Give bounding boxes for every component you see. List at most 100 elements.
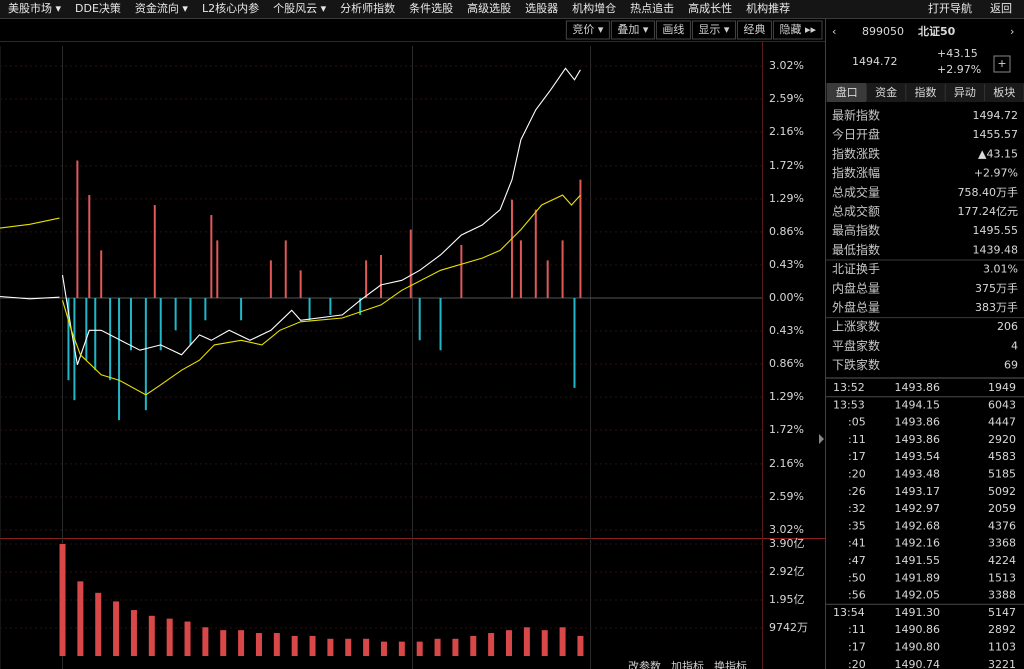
collapse-handle[interactable] <box>819 434 824 444</box>
stat-value: 375万手 <box>975 281 1018 295</box>
menu-item[interactable]: 返回 <box>990 2 1012 15</box>
trade-time: :05 <box>848 416 866 429</box>
trade-price: 1492.68 <box>895 519 941 532</box>
toolbar-frame <box>610 20 655 40</box>
y-tick-label: 0.86% <box>769 357 804 370</box>
tab[interactable]: 异动 <box>954 86 976 99</box>
menu-item[interactable]: 热点追击 <box>630 1 674 15</box>
force-bar <box>359 298 362 315</box>
volume-bar <box>220 630 227 656</box>
menu-item[interactable]: 资金流向 ▾ <box>135 1 188 15</box>
volume-bar <box>130 610 137 656</box>
tab[interactable]: 指数 <box>915 85 937 99</box>
tab[interactable]: 板块 <box>993 85 1015 99</box>
trade-volume: 3368 <box>988 537 1016 550</box>
y-tick-label: 1.29% <box>769 390 804 403</box>
trade-time: :17 <box>848 641 866 654</box>
volume-bar <box>309 635 316 656</box>
volume-bar <box>363 638 370 656</box>
stat-label: 总成交量 <box>832 184 880 199</box>
tab-active <box>827 83 866 102</box>
tab[interactable]: 盘口 <box>836 85 858 99</box>
add-button[interactable] <box>993 55 1011 73</box>
y-tick-label: 3.90亿 <box>769 537 805 550</box>
stock-code: 899050 <box>862 25 904 38</box>
menu-item[interactable]: 选股器 <box>525 2 558 15</box>
menu-item[interactable]: 打开导航 <box>928 1 972 15</box>
trade-price: 1493.86 <box>895 416 941 429</box>
toolbar-button[interactable]: 叠加 ▾ <box>617 23 648 36</box>
volume-bar <box>470 635 477 656</box>
trade-time: :11 <box>848 623 866 636</box>
force-bar <box>94 298 97 371</box>
force-bar <box>88 195 91 298</box>
indicator-button[interactable]: 加指标 <box>671 659 704 669</box>
volume-bar <box>59 544 66 656</box>
menu-item[interactable]: 机构推荐 <box>746 1 790 15</box>
menu-item[interactable]: 机构增仓 <box>572 1 616 15</box>
trade-volume: 1103 <box>988 641 1016 654</box>
stat-value: 206 <box>997 320 1018 333</box>
y-tick-label: 1.29% <box>769 192 804 205</box>
y-tick-label: 2.16% <box>769 125 804 138</box>
volume-bar <box>434 638 441 656</box>
menu-item[interactable]: DDE决策 <box>75 1 121 15</box>
y-tick-label: 9742万 <box>769 621 808 634</box>
toolbar-button[interactable]: 经典 <box>743 22 765 36</box>
indicator-button[interactable]: 换指标 <box>714 659 747 669</box>
stat-label: 平盘家数 <box>832 338 880 353</box>
menu-item[interactable]: 个股风云 ▾ <box>273 2 326 15</box>
trade-price: 1490.80 <box>895 641 941 654</box>
force-bar <box>159 298 162 351</box>
volume-bar <box>380 641 387 656</box>
toolbar-button[interactable]: 画线 <box>662 22 684 36</box>
y-tick-label: 0.43% <box>769 324 804 337</box>
toolbar-button[interactable]: 竞价 ▾ <box>572 22 603 36</box>
menu-item[interactable]: L2核心内参 <box>202 1 259 15</box>
force-bar <box>216 240 219 298</box>
stat-value: 69 <box>1004 359 1018 372</box>
trade-time: 13:52 <box>833 381 865 394</box>
menu-item[interactable]: 美股市场 ▾ <box>8 1 61 15</box>
force-bar <box>240 298 243 321</box>
trade-price: 1490.86 <box>895 623 941 636</box>
force-bar <box>76 160 79 298</box>
menu-item[interactable]: 高级选股 <box>467 1 511 15</box>
trade-volume: 3221 <box>988 658 1016 669</box>
trade-time: :26 <box>848 485 866 498</box>
force-bar <box>189 298 192 345</box>
volume-bar <box>327 638 334 656</box>
trade-volume: 5092 <box>988 485 1016 498</box>
trade-price: 1492.05 <box>895 589 941 602</box>
force-bar <box>299 270 302 298</box>
menu-bar <box>0 0 1024 18</box>
force-bar <box>284 240 287 298</box>
trade-time: :56 <box>848 589 866 602</box>
force-bar <box>269 260 272 298</box>
tab[interactable]: 资金 <box>875 85 897 99</box>
trade-volume: 2059 <box>988 502 1016 515</box>
force-bar <box>409 229 412 298</box>
trade-volume: 6043 <box>988 398 1016 411</box>
stat-value: 1494.72 <box>973 109 1019 122</box>
trade-time: :47 <box>848 554 866 567</box>
menu-item[interactable]: 高成长性 <box>688 1 732 15</box>
y-tick-label: 2.59% <box>769 92 804 105</box>
y-tick-label: 3.02% <box>769 523 804 536</box>
stat-label: 北证换手 <box>832 262 880 276</box>
stat-value: +2.97% <box>974 167 1018 180</box>
stat-value: ▲43.15 <box>978 147 1018 160</box>
toolbar-frame <box>772 20 823 40</box>
stat-label: 总成交额 <box>832 204 880 219</box>
toolbar-button[interactable]: 显示 ▾ <box>698 23 729 36</box>
volume-bar <box>345 638 352 656</box>
force-bar <box>561 240 564 298</box>
indicator-button[interactable]: 改参数 <box>628 659 661 669</box>
menu-item[interactable]: 条件选股 <box>409 1 453 15</box>
toolbar-button[interactable]: 隐藏 ▸▸ <box>779 23 816 36</box>
add-button-label[interactable]: + <box>997 57 1006 70</box>
force-bar <box>380 254 382 298</box>
trade-volume: 5147 <box>988 606 1016 619</box>
menu-item[interactable]: 分析师指数 <box>340 1 395 15</box>
y-tick-label: 0.43% <box>769 258 804 271</box>
